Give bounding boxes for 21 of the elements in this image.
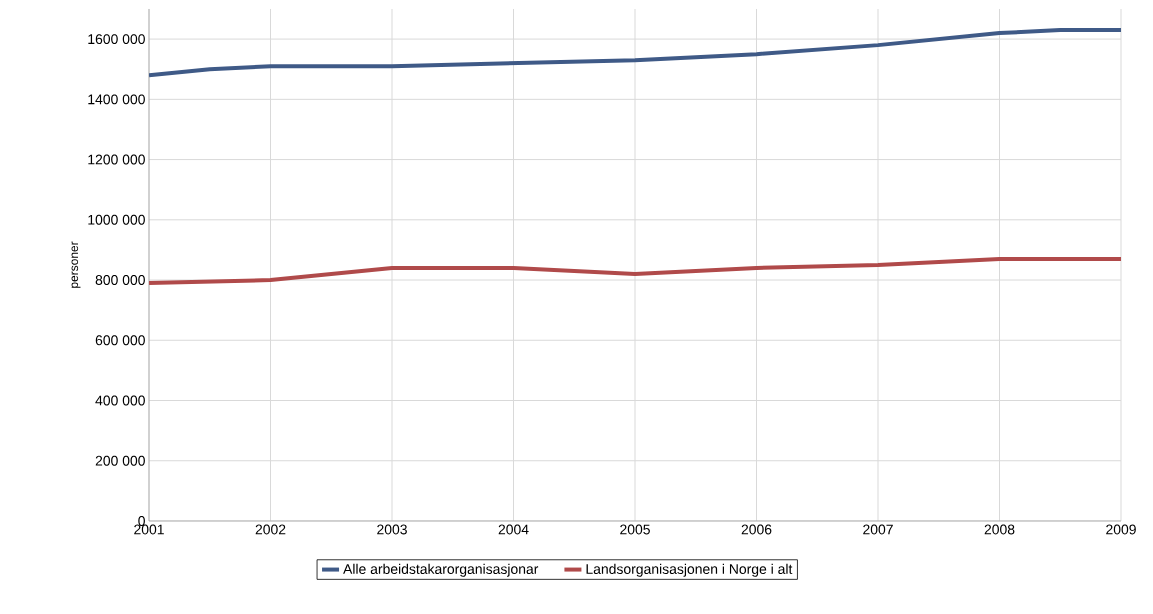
x-tick-label: 2001 [134, 524, 164, 535]
y-axis-title: personer [71, 241, 81, 288]
y-tick-label: 0 [138, 516, 145, 526]
y-tick-label: 200 000 [95, 455, 145, 466]
legend-label: Alle arbeidstakarorganisasjonar [343, 563, 539, 577]
y-tick-label: 1600 000 [88, 34, 145, 45]
x-tick-label: 2009 [1106, 524, 1136, 535]
x-tick-label: 2006 [741, 524, 772, 535]
x-tick-label: 2005 [620, 524, 650, 535]
y-tick-label: 400 000 [95, 395, 145, 406]
x-tick-label: 2007 [863, 524, 893, 535]
x-tick-label: 2003 [377, 524, 407, 535]
x-tick-label: 2004 [498, 524, 529, 535]
legend-label: Landsorganisasjonen i Norge i alt [586, 563, 793, 577]
y-tick-label: 1200 000 [88, 154, 145, 165]
y-tick-label: 1000 000 [88, 214, 145, 225]
y-tick-label: 800 000 [95, 275, 145, 285]
y-tick-label: 600 000 [95, 335, 145, 346]
y-tick-label: 1400 000 [88, 94, 145, 105]
x-tick-label: 2002 [255, 524, 286, 535]
x-tick-label: 2008 [984, 524, 1015, 535]
